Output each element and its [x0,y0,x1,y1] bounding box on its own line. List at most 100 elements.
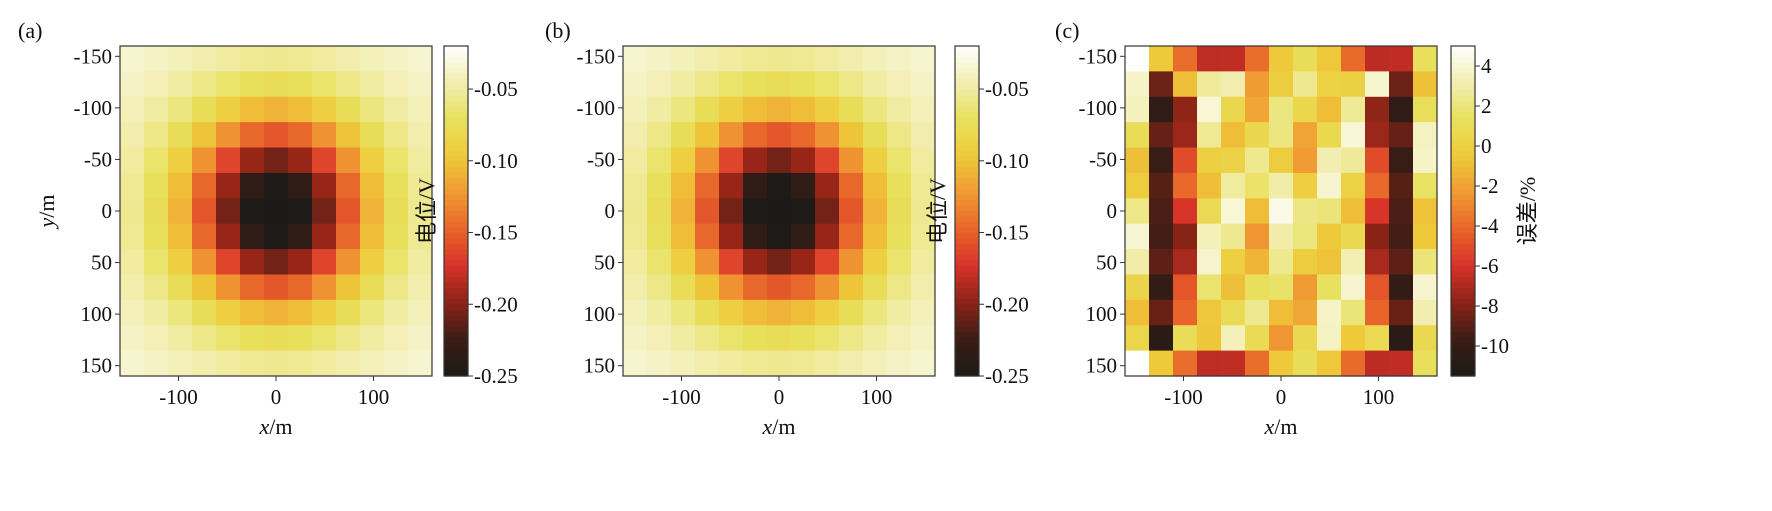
colorbar-segment [1451,343,1475,350]
heatmap-cell [743,325,768,352]
heatmap-cell [887,325,912,352]
colorbar-segment [444,95,468,102]
heatmap-cell [312,147,337,174]
heatmap-cell [695,71,720,98]
colorbar-segment [1451,310,1475,317]
heatmap-cell [1173,223,1198,250]
heatmap-cell [1221,325,1246,352]
heatmap-cell [1293,46,1318,72]
heatmap-cell [1365,71,1390,98]
colorbar-segment [955,216,979,223]
colorbar-segment [444,227,468,234]
colorbar-segment [444,134,468,141]
heatmap-cell [312,122,337,149]
heatmap-cell [1389,71,1414,98]
heatmap-cell [1245,71,1270,98]
heatmap-cell [216,274,241,301]
colorbar-segment [444,57,468,64]
heatmap-cell [1365,122,1390,149]
colorbar-segment [444,139,468,146]
heatmap-cell [192,299,217,326]
heatmap-cell [695,274,720,301]
heatmap-cell [192,350,217,377]
y-tick-label: -150 [1079,44,1118,68]
colorbar-segment [444,332,468,339]
heatmap-cell [408,299,433,326]
colorbar-segment [1451,354,1475,361]
heatmap-cell [1317,350,1342,377]
colorbar-tick-label: -8 [1481,294,1499,318]
heatmap-cell [168,299,193,326]
heatmap-cell [384,249,409,276]
heatmap-cell [264,198,289,225]
heatmap-cell [671,274,696,301]
y-axis: -150 -100 -50 0 50 100 150 [577,44,623,378]
heatmap-cell [887,71,912,98]
heatmap-cell [815,122,840,149]
heatmap-cell [192,122,217,149]
colorbar-segment [444,62,468,69]
heatmap-cell [1389,299,1414,326]
colorbar-segment [1451,211,1475,218]
heatmap-cell [1125,71,1150,98]
colorbar-segment [955,343,979,350]
heatmap-cell [384,198,409,225]
heatmap-cell [168,71,193,98]
heatmap-cell [1341,198,1366,225]
heatmap-cell [767,249,792,276]
heatmap-cell [144,71,169,98]
colorbar-label: 电位/V [414,178,439,244]
heatmap-cell [767,96,792,123]
heatmap-cell [671,96,696,123]
colorbar-segment [955,183,979,190]
heatmap-cell [1365,299,1390,326]
heatmap-cell [1317,325,1342,352]
heatmap-cell [312,71,337,98]
colorbar-segment [955,337,979,344]
heatmap-cell [360,96,385,123]
heatmap-cell [791,172,816,199]
heatmap-cell [1413,299,1438,326]
colorbar-segment [1451,271,1475,278]
heatmap-cell [120,299,145,326]
colorbar-segment [444,161,468,168]
heatmap-cell [671,122,696,149]
heatmap-cell [887,274,912,301]
heatmap-cell [264,147,289,174]
heatmap-cell [360,350,385,377]
colorbar-tick-label: 0 [1481,134,1492,158]
heatmap-cell [1269,274,1294,301]
heatmap-cell [1389,46,1414,72]
heatmap-cell [671,71,696,98]
heatmap-cell [719,122,744,149]
colorbar-segment [1451,172,1475,179]
colorbar-segment [444,282,468,289]
heatmap-cell [887,198,912,225]
colorbar-segment [955,134,979,141]
heatmap-cell [1389,96,1414,123]
heatmap-cell [120,350,145,377]
heatmap-cell [695,223,720,250]
heatmap-cell [240,274,265,301]
heatmap-cell [815,350,840,377]
panel-a: -100 0 100 x/m -150 -100 -50 0 50 100 150 y/m (a) -0.… [18,18,518,439]
colorbar-segment [1451,321,1475,328]
colorbar-segment [955,326,979,333]
colorbar-segment [1451,167,1475,174]
heatmap-cell [384,350,409,377]
heatmap-cell [1389,198,1414,225]
heatmap-cell [671,46,696,72]
heatmap-cell [1197,274,1222,301]
heatmap-cell [216,96,241,123]
heatmap-cell [312,299,337,326]
colorbar-segment [444,304,468,311]
heatmap-cell [1413,172,1438,199]
heatmap-cell [336,172,361,199]
heatmap-cell [743,71,768,98]
colorbar-tick-label: -6 [1481,254,1499,278]
heatmap-cell [144,274,169,301]
colorbar-segment [1451,117,1475,124]
heatmap-cell [623,249,648,276]
heatmap-cell [911,122,936,149]
heatmap-cell [1221,198,1246,225]
